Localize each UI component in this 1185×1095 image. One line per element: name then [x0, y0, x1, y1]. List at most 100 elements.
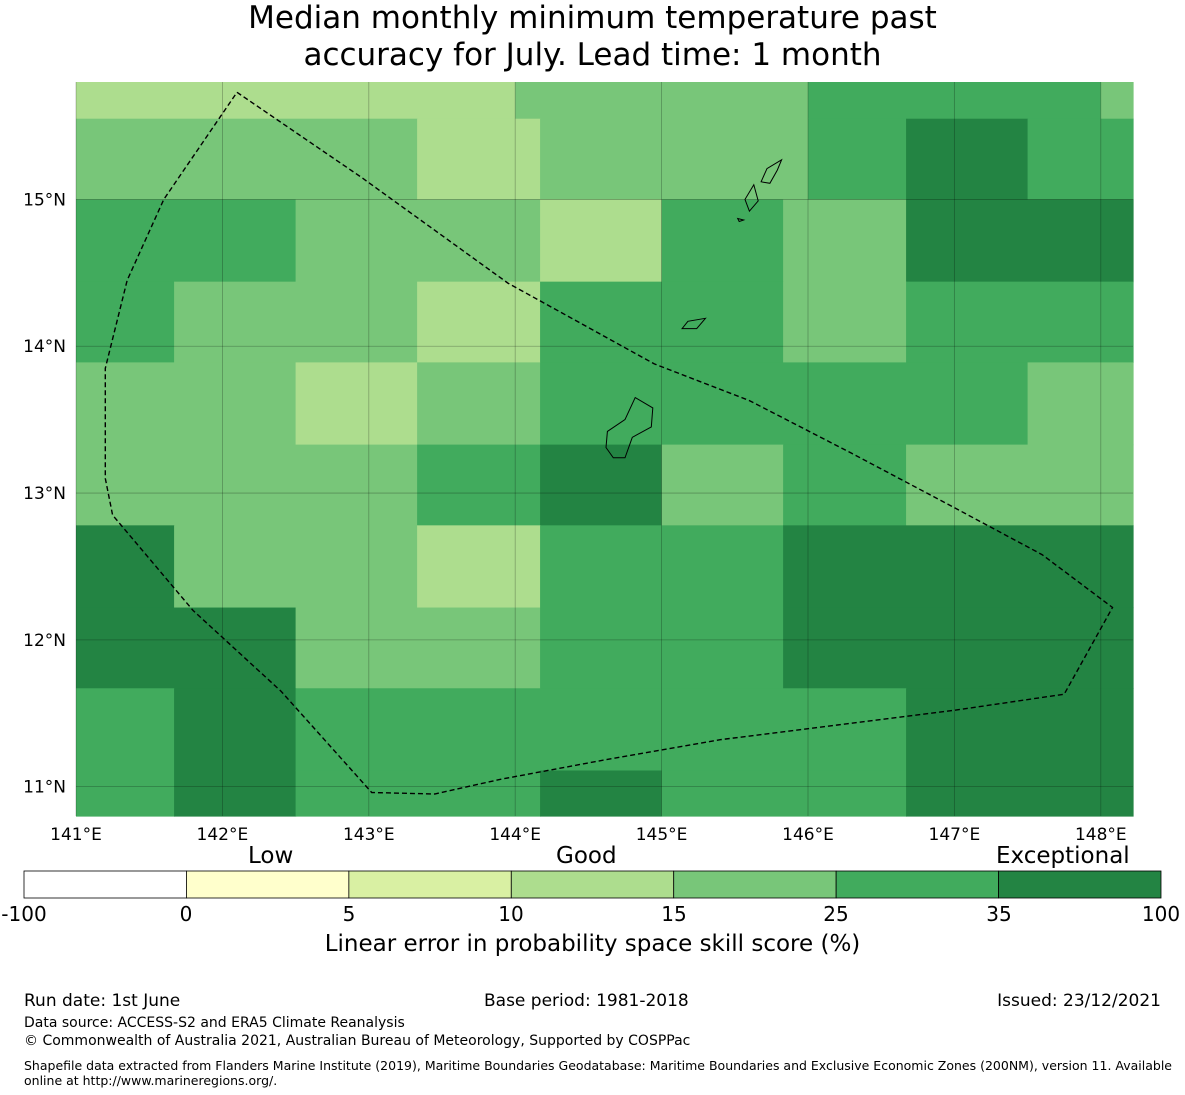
skill-cell [807, 82, 955, 120]
skill-cell [661, 199, 784, 283]
colorbar-tick: 10 [498, 902, 524, 926]
skill-cell [783, 199, 907, 283]
skill-cell [540, 118, 663, 201]
skill-cell [540, 199, 663, 283]
graticule [75, 82, 1133, 816]
islands [605, 158, 783, 459]
colorbar-category-good: Good [556, 843, 617, 869]
skill-cell [417, 281, 541, 363]
run-date: Run date: 1st June [24, 991, 181, 1011]
island-outline [736, 217, 746, 223]
skill-cell [417, 118, 541, 201]
skill-cell [76, 525, 175, 609]
skill-cell [661, 118, 809, 201]
skill-cell [906, 688, 1134, 817]
latitude-label: 15°N [23, 190, 66, 210]
colorbar-tick: 15 [661, 902, 687, 926]
skill-cell [76, 362, 297, 446]
latitude-label: 12°N [23, 631, 66, 651]
skill-cell [661, 444, 784, 526]
longitude-label: 148°E [1075, 825, 1127, 845]
title-line-2: accuracy for July. Lead time: 1 month [303, 37, 882, 73]
copyright: © Commonwealth of Australia 2021, Austra… [24, 1033, 691, 1049]
issued-date: Issued: 23/12/2021 [997, 991, 1161, 1011]
skill-cell [783, 281, 907, 363]
base-period: Base period: 1981-2018 [484, 991, 689, 1011]
colorbar-category-low: Low [248, 843, 294, 869]
island-outline [605, 396, 654, 459]
skill-cell [174, 525, 418, 609]
skill-cell [661, 82, 809, 120]
skill-cell [222, 118, 370, 201]
skill-cell [417, 525, 541, 609]
skill-cell [906, 118, 1029, 201]
latitude-label: 11°N [23, 778, 66, 798]
skill-cell [807, 118, 907, 201]
shapefile-credit: Shapefile data extracted from Flanders M… [24, 1058, 1172, 1088]
skill-cell [540, 362, 1029, 446]
island-outline [744, 183, 759, 213]
skill-cell [540, 281, 784, 363]
skill-cell [1027, 362, 1134, 446]
skill-cell [76, 199, 297, 283]
longitude-label: 144°E [489, 825, 541, 845]
skill-cell [222, 82, 370, 120]
skill-cell [76, 82, 223, 120]
colorbar-segment [348, 870, 512, 899]
colorbar-segment [673, 870, 837, 899]
skill-cell [540, 525, 784, 609]
data-source: Data source: ACCESS-S2 and ERA5 Climate … [24, 1015, 405, 1031]
skill-cell [295, 362, 418, 446]
skill-cell [954, 82, 1102, 120]
skill-cell [906, 444, 1134, 526]
island-outline [681, 317, 707, 330]
skill-cell [783, 444, 907, 526]
skill-cell [540, 770, 663, 817]
skill-cell [174, 281, 418, 363]
skill-cell [295, 607, 541, 689]
skill-cell [76, 607, 297, 689]
skill-cell [783, 525, 1134, 609]
colorbar-tick: 25 [823, 902, 849, 926]
colorbar-segment [998, 870, 1162, 899]
skill-cell [661, 770, 907, 817]
skill-map: 141°E 142°E 143°E 144°E 145°E 146°E 147°E 148°E… [23, 82, 1134, 845]
skill-cell [76, 281, 175, 363]
skill-cell [417, 444, 541, 526]
skill-cell [417, 362, 541, 446]
map-title: Median monthly minimum temperature past … [0, 0, 1185, 74]
colorbar-segment [835, 870, 999, 899]
colorbar-tick: 35 [986, 902, 1012, 926]
colorbar-segment [186, 870, 350, 899]
skill-cell [540, 444, 663, 526]
colorbar-segment [510, 870, 675, 899]
colorbar-category-exceptional: Exceptional [996, 843, 1130, 869]
colorbar-tick: 5 [342, 902, 356, 926]
colorbar-tick: 0 [179, 902, 193, 926]
longitude-label: 145°E [636, 825, 688, 845]
skill-cell [1100, 82, 1134, 120]
latitude-label: 14°N [23, 337, 66, 357]
longitude-label: 142°E [197, 825, 249, 845]
eez-boundary [104, 91, 1114, 795]
skill-cell [906, 281, 1134, 363]
longitude-label: 147°E [929, 825, 981, 845]
longitude-label: 141°E [50, 825, 102, 845]
skill-cell [515, 82, 663, 120]
skill-cell [906, 199, 1134, 283]
longitude-label: 146°E [782, 825, 834, 845]
skill-cell [1027, 118, 1134, 201]
skill-cell [76, 444, 418, 526]
longitude-label: 143°E [343, 825, 395, 845]
skill-cell [368, 118, 418, 201]
title-line-1: Median monthly minimum temperature past [248, 0, 937, 36]
island-outline [760, 158, 783, 184]
skill-cell [368, 82, 516, 120]
colorbar-tick: -100 [1, 902, 47, 926]
skill-cell [76, 688, 175, 817]
skill-cell [76, 118, 223, 201]
latitude-label: 13°N [23, 484, 66, 504]
skill-cell [540, 607, 784, 689]
colorbar-label: Linear error in probability space skill … [324, 931, 861, 957]
colorbar [23, 870, 1162, 899]
